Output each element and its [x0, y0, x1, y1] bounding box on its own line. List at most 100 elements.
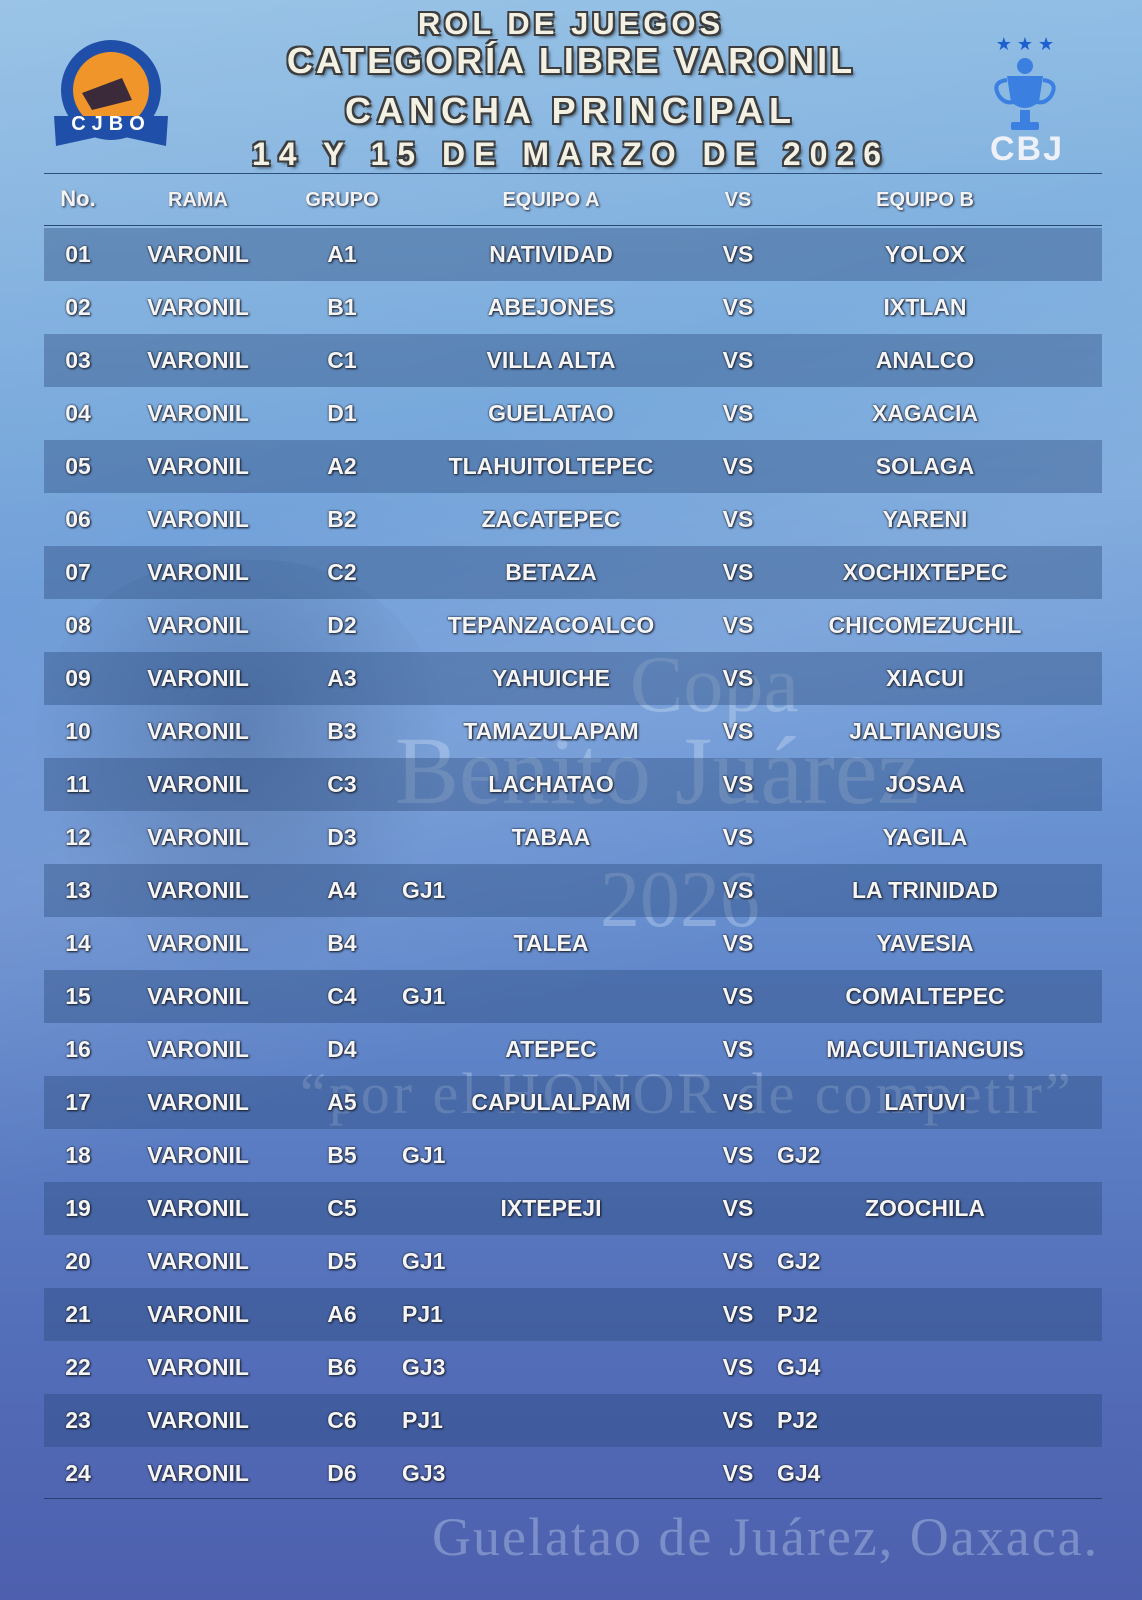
cell-equipo-a: GJ1	[402, 983, 446, 1009]
cell-no: 24	[65, 1460, 91, 1486]
cell-rama: VARONIL	[147, 453, 249, 479]
cell-grupo: B3	[327, 718, 357, 744]
cell-equipo-b: YAVESIA	[876, 930, 974, 956]
col-vs: VS	[724, 189, 752, 211]
cell-vs: VS	[722, 506, 754, 532]
table-row: 16 VARONIL D4 ATEPEC VS MACUILTIANGUIS	[44, 1023, 1102, 1076]
cell-rama: VARONIL	[147, 241, 249, 267]
cell-grupo: B6	[327, 1354, 357, 1380]
cell-equipo-a: TLAHUITOLTEPEC	[448, 453, 654, 479]
table-row: 03 VARONIL C1 VILLA ALTA VS ANALCO	[44, 334, 1102, 387]
cell-rama: VARONIL	[147, 1089, 249, 1115]
cell-grupo: D3	[327, 824, 357, 850]
cell-grupo: A4	[327, 877, 357, 903]
cell-equipo-b: MACUILTIANGUIS	[826, 1036, 1024, 1062]
cell-equipo-a: TABAA	[511, 824, 591, 850]
cell-equipo-b: GJ2	[777, 1248, 821, 1274]
cell-rama: VARONIL	[147, 506, 249, 532]
cell-no: 20	[65, 1248, 91, 1274]
divider-top	[44, 173, 1102, 174]
cell-grupo: D6	[327, 1460, 357, 1486]
cell-equipo-a: LACHATAO	[488, 771, 614, 797]
cell-grupo: D5	[327, 1248, 357, 1274]
cell-equipo-a: GJ1	[402, 877, 446, 903]
cell-no: 05	[65, 453, 91, 479]
cell-equipo-b: ANALCO	[875, 347, 975, 373]
cell-equipo-a: BETAZA	[505, 559, 597, 585]
cell-no: 23	[65, 1407, 91, 1433]
cell-grupo: B4	[327, 930, 357, 956]
cell-equipo-a: GJ1	[402, 1142, 446, 1168]
divider-bottom	[44, 1498, 1102, 1499]
table-row: 19 VARONIL C5 IXTEPEJI VS ZOOCHILA	[44, 1182, 1102, 1235]
cell-no: 18	[65, 1142, 91, 1168]
cell-no: 13	[65, 877, 91, 903]
watermark-motto: “por el HONOR de competir”	[300, 1061, 1074, 1126]
cell-vs: VS	[722, 294, 754, 320]
portrait-silhouette	[30, 560, 450, 980]
cell-grupo: B1	[327, 294, 357, 320]
schedule-table: 01 VARONIL A1 NATIVIDAD VS YOLOX 02 VARONIL B1 AB…	[44, 228, 1102, 1500]
cell-vs: VS	[722, 612, 754, 638]
cell-rama: VARONIL	[147, 1248, 249, 1274]
cell-vs: VS	[722, 1354, 754, 1380]
table-row: 20 VARONIL D5 GJ1 VS GJ2	[44, 1235, 1102, 1288]
cell-equipo-a: TEPANZACOALCO	[447, 612, 655, 638]
cell-no: 07	[65, 559, 91, 585]
cbj-logo-text: CBJ	[990, 130, 1065, 168]
title-cancha: CANCHA PRINCIPAL	[345, 90, 797, 131]
cell-rama: VARONIL	[147, 347, 249, 373]
table-row: 23 VARONIL C6 PJ1 VS PJ2	[44, 1394, 1102, 1447]
divider-header	[44, 225, 1102, 226]
cell-rama: VARONIL	[147, 1195, 249, 1221]
cell-vs: VS	[722, 1248, 754, 1274]
table-row: 09 VARONIL A3 YAHUICHE VS XIACUI	[44, 652, 1102, 705]
watermark-place: Guelatao de Juárez, Oaxaca.	[432, 1507, 1100, 1567]
cell-equipo-b: IXTLAN	[883, 294, 967, 320]
cell-rama: VARONIL	[147, 1460, 249, 1486]
cell-vs: VS	[722, 1142, 754, 1168]
cell-no: 04	[65, 400, 91, 426]
table-row: 05 VARONIL A2 TLAHUITOLTEPEC VS SOLAGA	[44, 440, 1102, 493]
svg-text:CJBO: CJBO	[71, 113, 151, 135]
cell-vs: VS	[722, 718, 754, 744]
col-grupo: GRUPO	[305, 189, 379, 211]
cell-equipo-b: YAGILA	[882, 824, 968, 850]
cell-equipo-a: ATEPEC	[505, 1036, 597, 1062]
cell-vs: VS	[722, 400, 754, 426]
cell-equipo-b: XIACUI	[886, 665, 964, 691]
cell-equipo-a: YAHUICHE	[491, 665, 611, 691]
cell-rama: VARONIL	[147, 824, 249, 850]
cell-vs: VS	[722, 559, 754, 585]
cell-rama: VARONIL	[147, 771, 249, 797]
cell-equipo-b: XAGACIA	[871, 400, 979, 426]
cell-vs: VS	[722, 983, 754, 1009]
cell-no: 14	[65, 930, 91, 956]
cell-rama: VARONIL	[147, 559, 249, 585]
col-rama: RAMA	[168, 189, 228, 211]
col-equipo-b: EQUIPO B	[876, 189, 974, 211]
cell-vs: VS	[722, 1301, 754, 1327]
cell-vs: VS	[722, 665, 754, 691]
cell-grupo: A1	[327, 241, 357, 267]
cell-equipo-a: ZACATEPEC	[481, 506, 621, 532]
svg-text:★ ★ ★: ★ ★ ★	[996, 34, 1054, 54]
cell-grupo: A5	[327, 1089, 357, 1115]
cell-grupo: C5	[327, 1195, 357, 1221]
cell-equipo-b: PJ2	[777, 1301, 818, 1327]
cell-vs: VS	[722, 1460, 754, 1486]
watermark-name: Benito Juárez	[395, 717, 921, 824]
cell-vs: VS	[722, 1089, 754, 1115]
cell-grupo: C4	[327, 983, 357, 1009]
cell-no: 09	[65, 665, 91, 691]
table-row: 02 VARONIL B1 ABEJONES VS IXTLAN	[44, 281, 1102, 334]
cell-no: 08	[65, 612, 91, 638]
cell-rama: VARONIL	[147, 1354, 249, 1380]
table-row: 12 VARONIL D3 TABAA VS YAGILA	[44, 811, 1102, 864]
cell-equipo-a: GUELATAO	[488, 400, 614, 426]
table-row: 17 VARONIL A5 CAPULALPAM VS LATUVI	[44, 1076, 1102, 1129]
cell-grupo: D4	[327, 1036, 357, 1062]
cell-equipo-b: SOLAGA	[875, 453, 975, 479]
cell-no: 10	[65, 718, 91, 744]
